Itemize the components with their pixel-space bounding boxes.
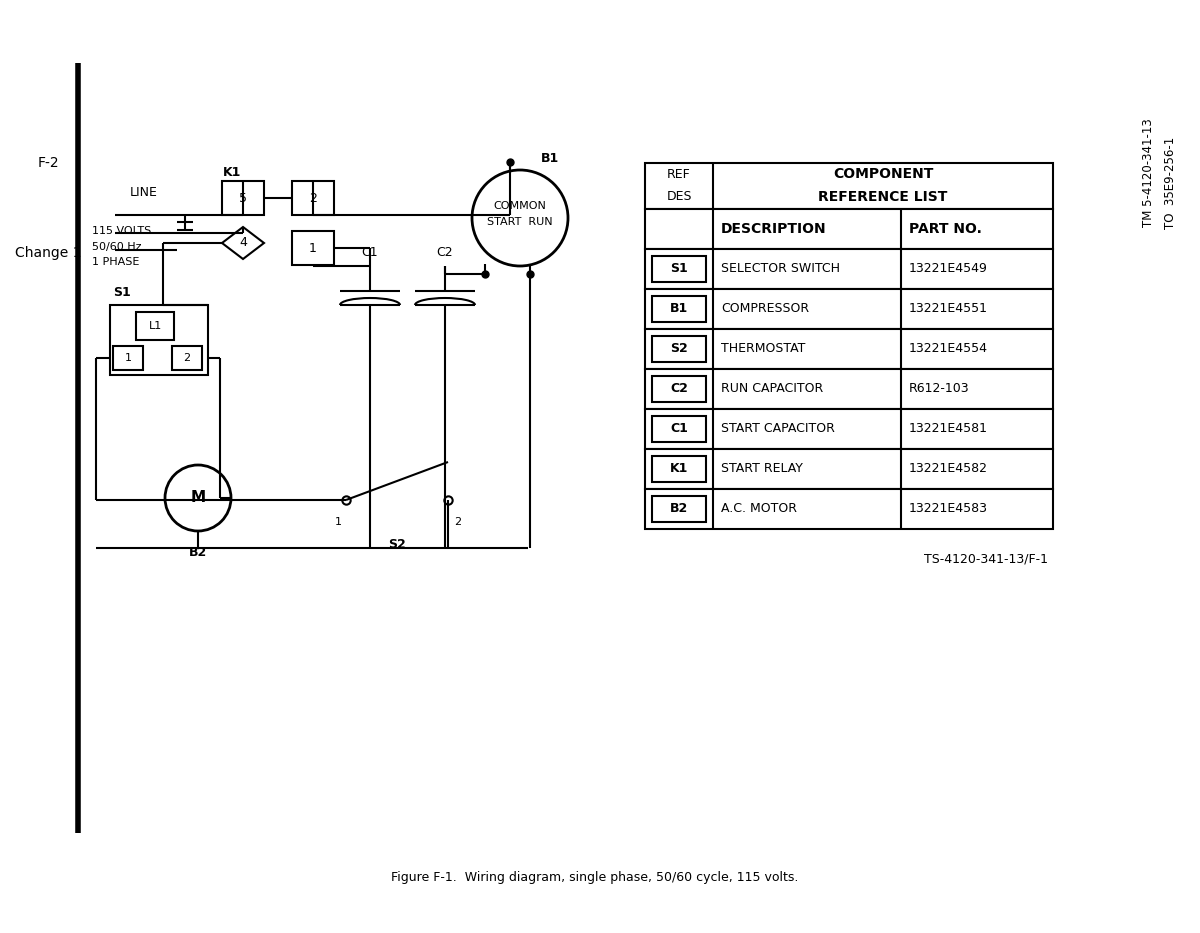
Text: 4: 4	[239, 236, 247, 249]
Text: DES: DES	[666, 190, 691, 203]
Text: REFERENCE LIST: REFERENCE LIST	[818, 190, 948, 204]
Bar	[646, 163, 1054, 209]
Text: TS-4120-341-13/F-1: TS-4120-341-13/F-1	[924, 552, 1048, 565]
Text: THERMOSTAT: THERMOSTAT	[721, 342, 805, 355]
Bar	[646, 369, 1054, 409]
Bar	[652, 296, 706, 322]
Text: B2: B2	[188, 547, 208, 560]
Text: 1: 1	[335, 517, 342, 527]
Text: 13221E4583: 13221E4583	[910, 503, 988, 516]
Text: 13221E4581: 13221E4581	[910, 423, 988, 436]
Text: C1: C1	[670, 423, 688, 436]
Bar	[292, 181, 334, 215]
Text: 5: 5	[239, 191, 247, 204]
Text: C2: C2	[670, 383, 688, 396]
Bar	[646, 409, 1054, 449]
Text: Figure F-1.  Wiring diagram, single phase, 50/60 cycle, 115 volts.: Figure F-1. Wiring diagram, single phase…	[391, 871, 799, 884]
Text: F-2: F-2	[37, 156, 59, 170]
Bar	[646, 249, 1054, 289]
Text: START  RUN: START RUN	[487, 217, 553, 227]
Text: 2: 2	[310, 191, 317, 204]
Text: COMPRESSOR: COMPRESSOR	[721, 302, 809, 315]
Text: SELECTOR SWITCH: SELECTOR SWITCH	[721, 262, 840, 275]
Bar	[646, 209, 1054, 249]
Bar	[652, 336, 706, 362]
Circle shape	[166, 465, 230, 531]
Text: M: M	[191, 491, 205, 506]
Text: 13221E4551: 13221E4551	[910, 302, 988, 315]
Text: C1: C1	[361, 246, 378, 259]
Text: START RELAY: START RELAY	[721, 463, 803, 476]
Text: 13221E4582: 13221E4582	[910, 463, 988, 476]
Bar	[652, 496, 706, 522]
Text: S2: S2	[670, 342, 688, 355]
Text: S2: S2	[388, 538, 406, 551]
Bar	[646, 489, 1054, 529]
Bar	[292, 231, 334, 265]
Text: 1 PHASE: 1 PHASE	[92, 257, 139, 267]
Text: C2: C2	[437, 246, 454, 259]
Bar	[222, 181, 264, 215]
Text: TM 5-4120-341-13: TM 5-4120-341-13	[1141, 118, 1154, 228]
Bar	[646, 329, 1054, 369]
Text: L1: L1	[149, 321, 162, 331]
Bar	[652, 456, 706, 482]
Text: 50/60 Hz: 50/60 Hz	[92, 242, 142, 252]
Text: LINE: LINE	[130, 187, 158, 200]
Text: S1: S1	[670, 262, 688, 275]
Bar	[652, 376, 706, 402]
Text: K1: K1	[223, 166, 241, 179]
Circle shape	[472, 170, 568, 266]
Text: REF: REF	[667, 168, 691, 180]
Bar	[646, 449, 1054, 489]
Text: B2: B2	[670, 503, 688, 516]
Text: 13221E4554: 13221E4554	[910, 342, 988, 355]
Text: START CAPACITOR: START CAPACITOR	[721, 423, 835, 436]
Text: RUN CAPACITOR: RUN CAPACITOR	[721, 383, 823, 396]
Text: A.C. MOTOR: A.C. MOTOR	[721, 503, 797, 516]
Text: 1: 1	[310, 242, 317, 255]
Bar	[646, 289, 1054, 329]
Text: B1: B1	[670, 302, 688, 315]
Text: PART NO.: PART NO.	[910, 222, 982, 236]
Polygon shape	[222, 227, 264, 259]
Text: 2: 2	[455, 517, 462, 527]
Text: Change 1: Change 1	[14, 246, 82, 260]
Bar	[652, 416, 706, 442]
Text: TO  35E9-256-1: TO 35E9-256-1	[1164, 137, 1176, 230]
Text: S1: S1	[113, 286, 131, 299]
Text: 2: 2	[184, 353, 191, 363]
Text: K1: K1	[670, 463, 688, 476]
Bar	[652, 256, 706, 282]
Bar	[110, 305, 208, 375]
Text: COMMON: COMMON	[493, 201, 546, 211]
Text: R612-103: R612-103	[910, 383, 970, 396]
Text: 13221E4549: 13221E4549	[910, 262, 988, 275]
Bar	[113, 346, 143, 370]
Text: 1: 1	[125, 353, 132, 363]
Bar	[172, 346, 202, 370]
Text: COMPONENT: COMPONENT	[833, 167, 934, 181]
Text: DESCRIPTION: DESCRIPTION	[721, 222, 827, 236]
Text: 115 VOLTS: 115 VOLTS	[92, 226, 151, 236]
Text: B1: B1	[541, 151, 559, 164]
Bar	[136, 312, 174, 340]
